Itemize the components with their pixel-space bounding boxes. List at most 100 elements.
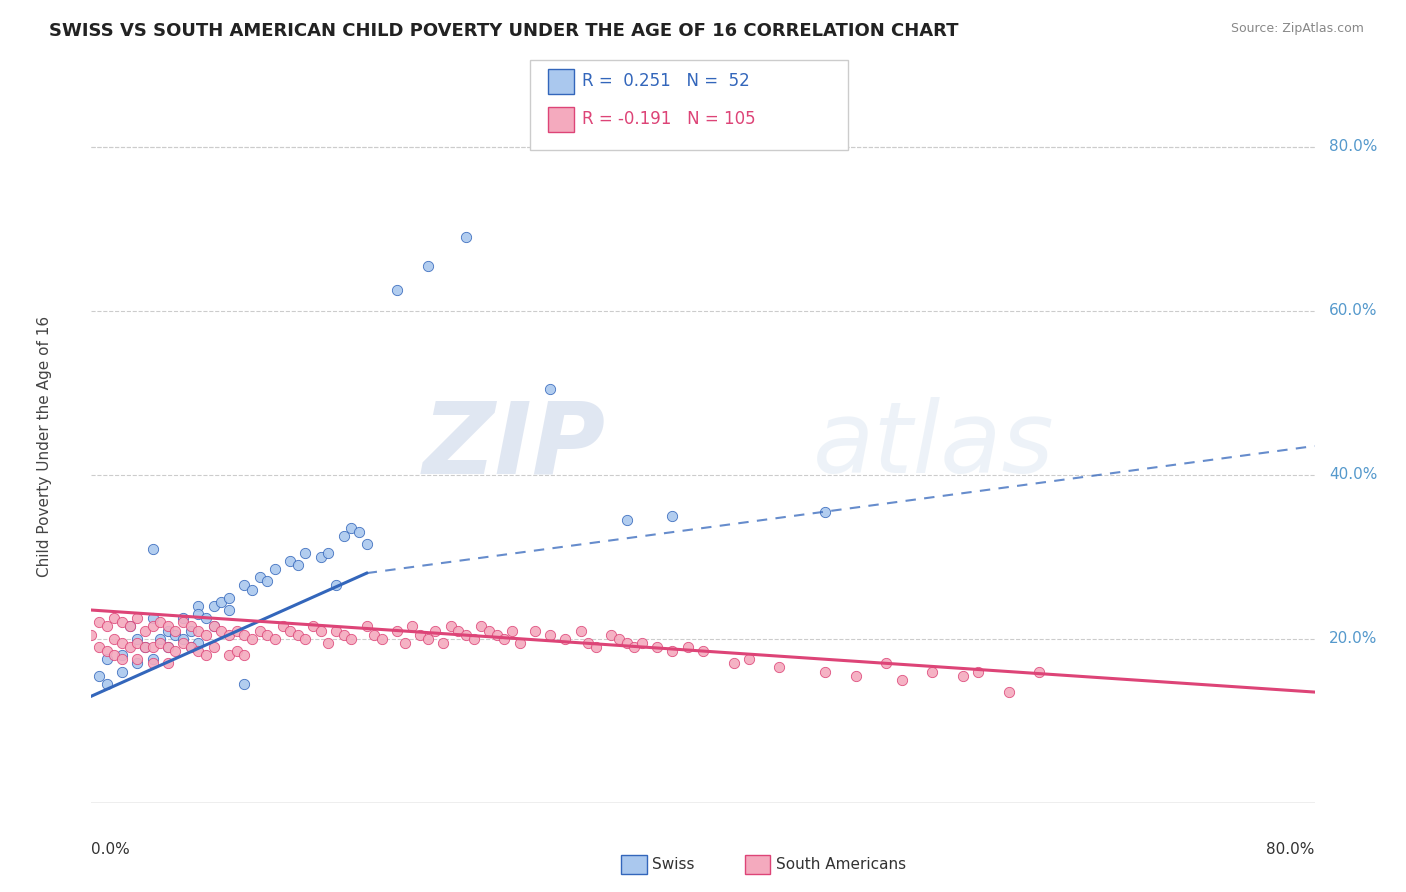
Point [347, 525, 370, 540]
Text: atlas: atlas [813, 398, 1054, 494]
Point [1028, 665, 1050, 679]
Point [616, 513, 638, 527]
Point [425, 624, 447, 638]
Point [87, 615, 110, 630]
Point [768, 660, 790, 674]
Point [278, 554, 301, 568]
Point [134, 624, 156, 638]
Point [332, 529, 354, 543]
Point [233, 677, 256, 691]
Point [538, 627, 561, 641]
Point [447, 624, 470, 638]
Point [814, 665, 837, 679]
Text: 80.0%: 80.0% [1267, 842, 1315, 857]
Point [523, 624, 546, 638]
Point [111, 648, 134, 662]
Text: ZIP: ZIP [422, 398, 605, 494]
Point [454, 627, 477, 641]
Point [127, 657, 149, 671]
Point [332, 627, 354, 641]
Text: SWISS VS SOUTH AMERICAN CHILD POVERTY UNDER THE AGE OF 16 CORRELATION CHART: SWISS VS SOUTH AMERICAN CHILD POVERTY UN… [49, 22, 959, 40]
Text: Source: ZipAtlas.com: Source: ZipAtlas.com [1230, 22, 1364, 36]
Point [509, 636, 531, 650]
Point [576, 636, 599, 650]
Point [156, 640, 179, 654]
Point [363, 627, 385, 641]
Point [141, 611, 163, 625]
Point [256, 574, 278, 589]
Point [645, 640, 668, 654]
Point [394, 636, 416, 650]
Point [118, 619, 141, 633]
Point [249, 624, 271, 638]
Point [470, 619, 492, 633]
Point [134, 640, 156, 654]
Point [156, 619, 179, 633]
Point [103, 648, 125, 662]
Point [631, 636, 654, 650]
Point [172, 636, 194, 650]
Point [87, 640, 110, 654]
Point [218, 603, 240, 617]
Point [202, 640, 225, 654]
Point [180, 624, 202, 638]
Point [96, 644, 118, 658]
Point [325, 578, 347, 592]
Point [195, 648, 218, 662]
Point [202, 619, 225, 633]
Point [249, 570, 271, 584]
Point [432, 636, 454, 650]
Point [554, 632, 576, 646]
Point [661, 644, 683, 658]
Point [141, 640, 163, 654]
Point [111, 665, 134, 679]
Point [875, 657, 898, 671]
Point [271, 619, 294, 633]
Point [103, 632, 125, 646]
Point [264, 632, 287, 646]
Point [165, 627, 187, 641]
Point [225, 644, 247, 658]
Point [340, 521, 363, 535]
Point [485, 627, 508, 641]
Point [385, 624, 409, 638]
Point [318, 546, 340, 560]
Point [141, 619, 163, 633]
Point [80, 627, 103, 641]
Text: Child Poverty Under the Age of 16: Child Poverty Under the Age of 16 [38, 316, 52, 576]
Point [103, 611, 125, 625]
Point [278, 624, 301, 638]
Point [165, 644, 187, 658]
Point [111, 636, 134, 650]
Point [156, 657, 179, 671]
Point [187, 636, 209, 650]
Text: 80.0%: 80.0% [1329, 139, 1378, 154]
Point [134, 640, 156, 654]
Point [118, 640, 141, 654]
Point [187, 644, 209, 658]
Point [967, 665, 990, 679]
Point [616, 636, 638, 650]
Point [845, 668, 868, 682]
Point [209, 595, 232, 609]
Point [209, 624, 232, 638]
Point [156, 624, 179, 638]
Point [218, 648, 240, 662]
Point [921, 665, 943, 679]
Point [187, 599, 209, 613]
Point [96, 677, 118, 691]
Point [195, 627, 218, 641]
Point [294, 546, 316, 560]
Point [233, 648, 256, 662]
Point [454, 230, 477, 244]
Point [676, 640, 699, 654]
Point [127, 611, 149, 625]
Point [149, 632, 172, 646]
Point [180, 640, 202, 654]
Point [218, 627, 240, 641]
Point [416, 632, 439, 646]
Point [385, 283, 409, 297]
Point [240, 582, 263, 597]
Point [416, 259, 439, 273]
Point [585, 640, 607, 654]
